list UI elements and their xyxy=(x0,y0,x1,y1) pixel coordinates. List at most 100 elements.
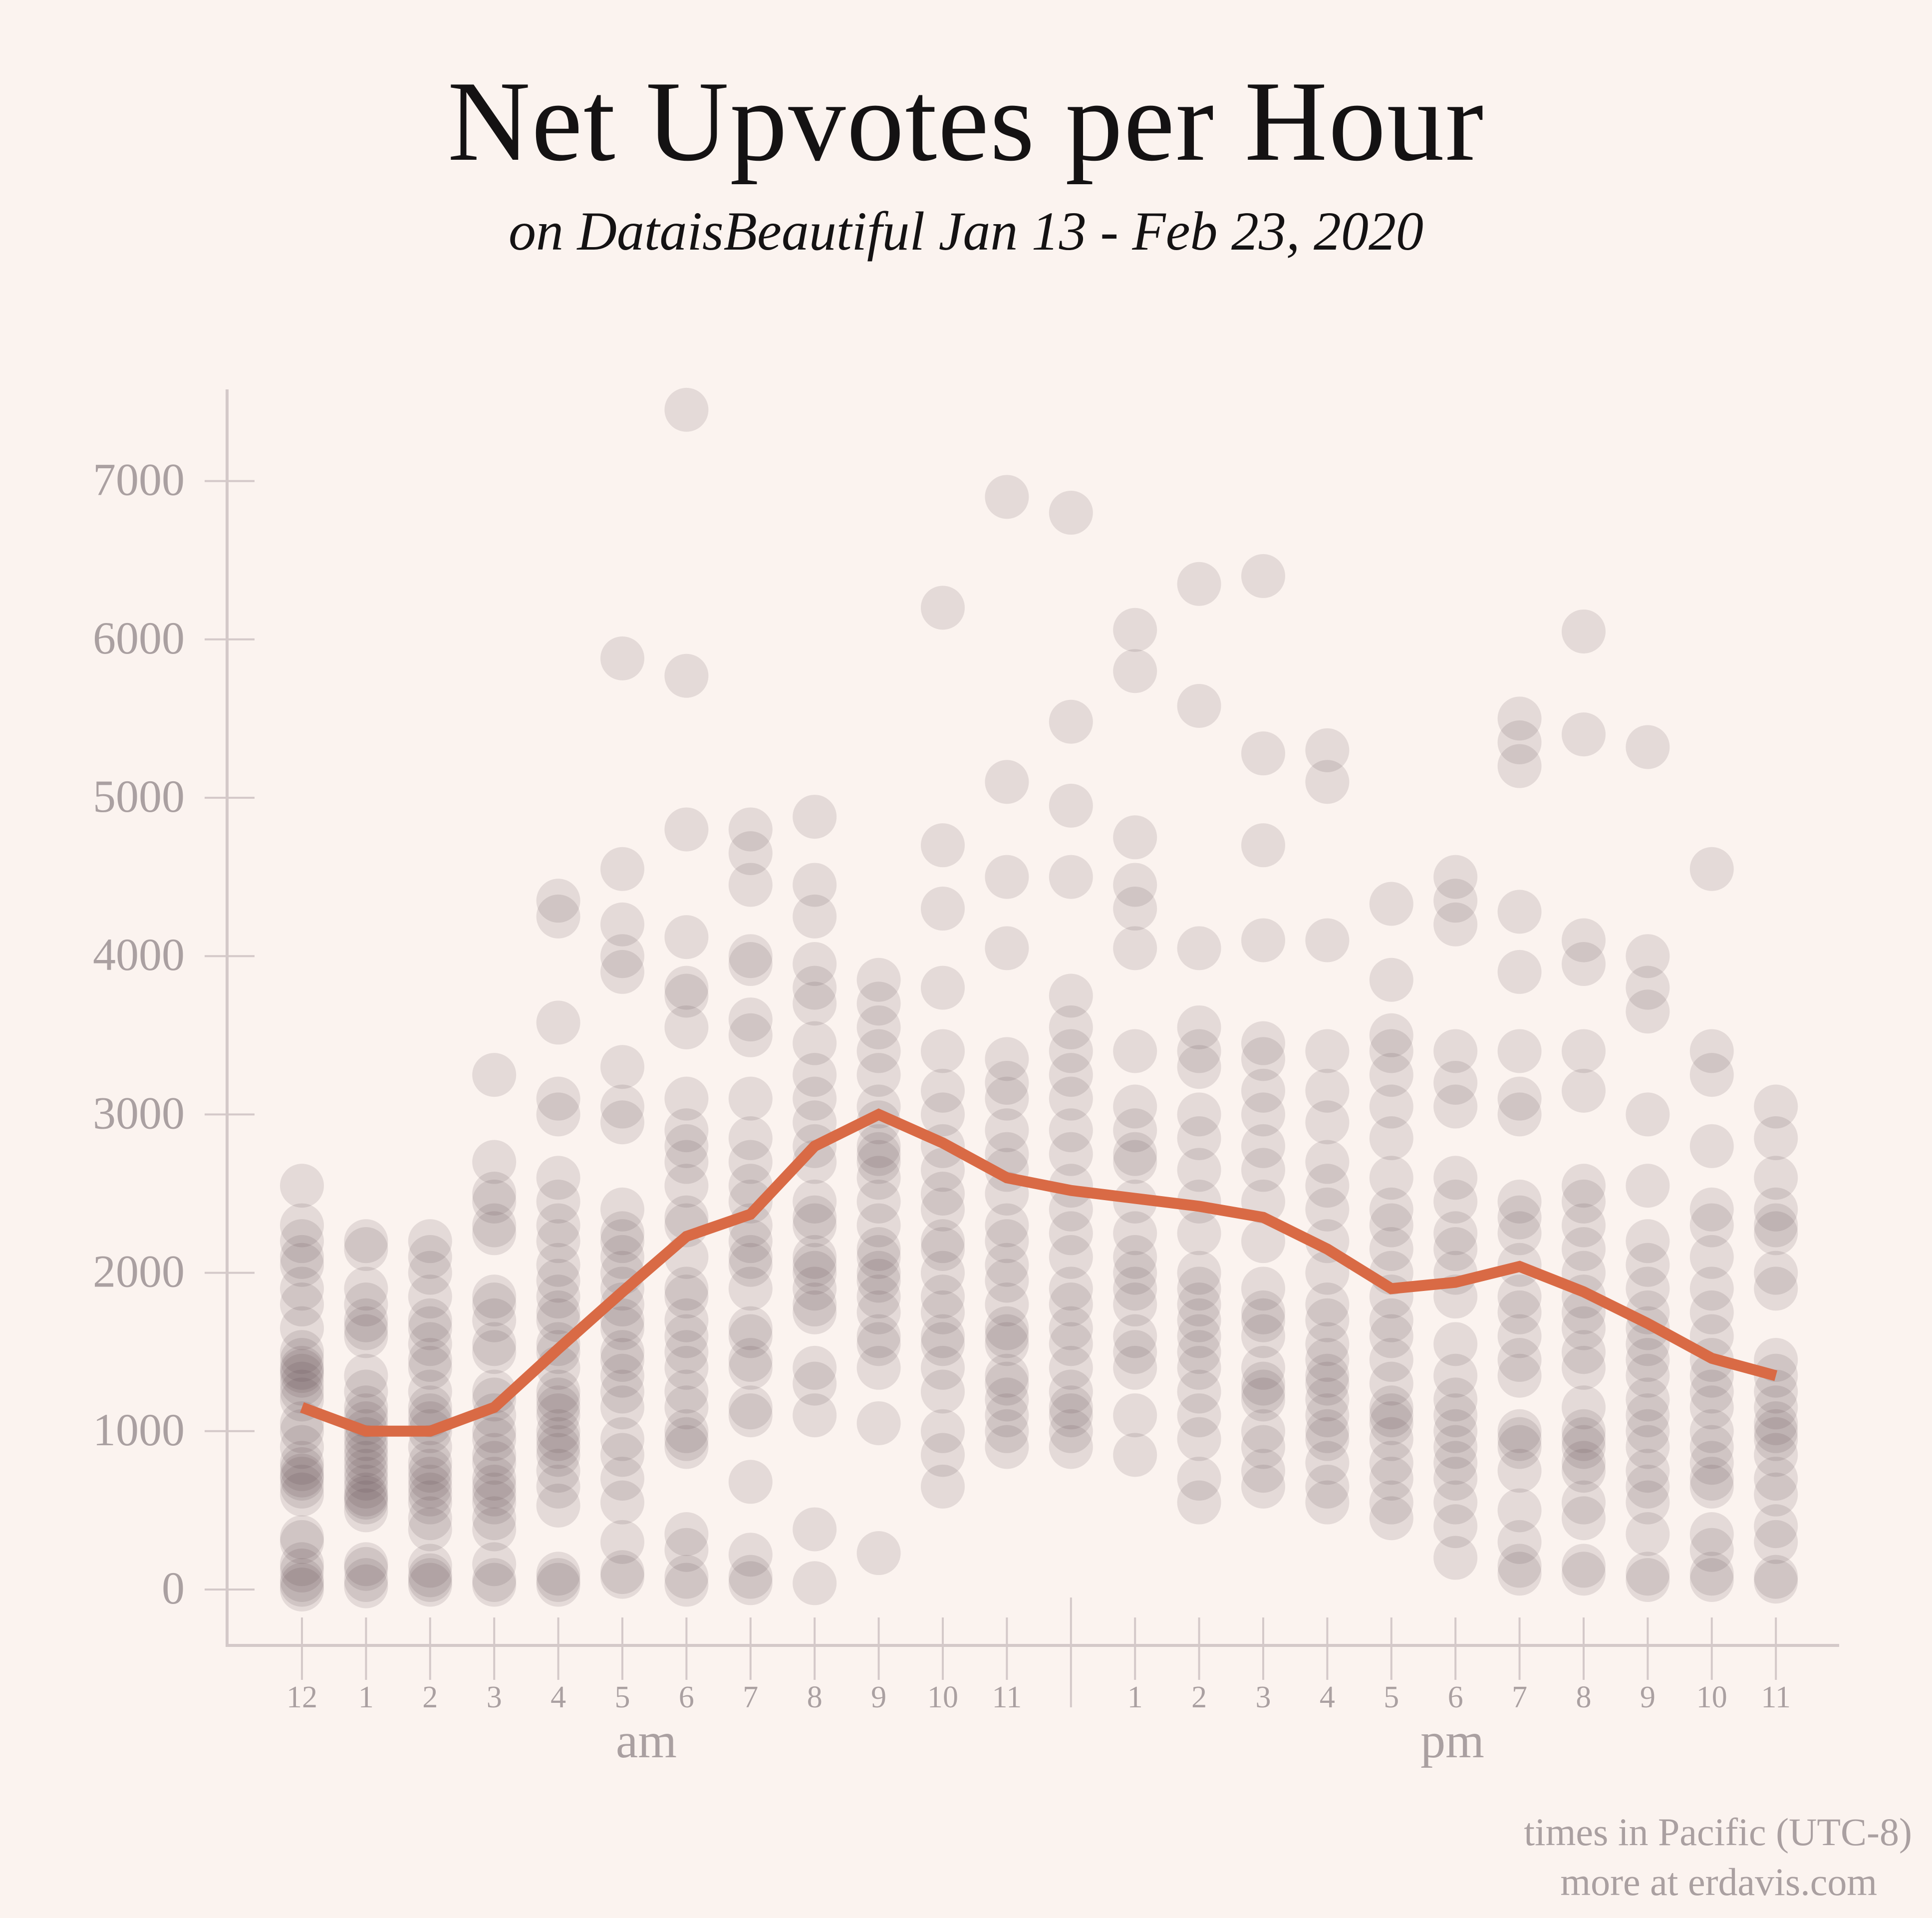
post-dot xyxy=(1177,1092,1221,1137)
x-tick-label: 9 xyxy=(1640,1680,1656,1714)
post-dot xyxy=(856,1179,901,1224)
post-dot xyxy=(408,1219,452,1264)
post-dot xyxy=(1305,1298,1350,1342)
post-dot xyxy=(1497,1409,1542,1453)
post-dot xyxy=(1241,731,1285,776)
post-dot xyxy=(536,1417,580,1461)
post-dot xyxy=(280,1472,324,1517)
post-dot xyxy=(1562,1425,1606,1469)
post-dot xyxy=(1305,1100,1350,1145)
post-dot xyxy=(344,1488,388,1533)
post-dot xyxy=(472,1433,517,1477)
post-dot xyxy=(280,1453,324,1498)
post-dot xyxy=(985,1282,1029,1327)
post-dot xyxy=(1369,1417,1413,1461)
post-dot xyxy=(1626,1267,1670,1311)
post-dot xyxy=(280,1568,324,1611)
post-dot xyxy=(280,1456,324,1501)
post-dot xyxy=(1369,1084,1413,1129)
post-dot xyxy=(921,1275,965,1319)
post-dot xyxy=(1754,1417,1798,1461)
post-dot xyxy=(664,1555,709,1599)
post-dot xyxy=(408,1385,452,1430)
post-dot xyxy=(1113,1433,1157,1477)
post-dot xyxy=(1049,1005,1093,1049)
post-dot xyxy=(1689,1512,1734,1556)
post-dot xyxy=(1433,1353,1478,1398)
post-dot xyxy=(344,1472,388,1517)
post-dot xyxy=(280,1515,324,1560)
post-dot xyxy=(985,1409,1029,1453)
post-dot xyxy=(536,1483,580,1528)
post-dot xyxy=(600,950,644,994)
post-dot xyxy=(1626,1449,1670,1493)
post-dot xyxy=(1305,1441,1350,1485)
post-dot xyxy=(1433,1227,1478,1272)
post-dot xyxy=(1113,1345,1157,1390)
post-dot xyxy=(728,1306,773,1350)
post-dot xyxy=(1433,1156,1478,1200)
post-dot xyxy=(1754,1267,1798,1311)
post-dot xyxy=(1113,1132,1157,1176)
post-dot xyxy=(664,1425,709,1469)
post-dot xyxy=(1562,1306,1606,1350)
post-dot xyxy=(1689,1187,1734,1232)
post-dot xyxy=(1369,1116,1413,1160)
post-dot xyxy=(1241,1290,1285,1334)
post-dot xyxy=(280,1563,324,1607)
post-dot xyxy=(1241,1021,1285,1065)
post-dot xyxy=(793,1345,837,1390)
post-dot xyxy=(728,1561,773,1605)
post-dot xyxy=(728,1267,773,1311)
post-dot xyxy=(664,1108,709,1153)
post-dot xyxy=(408,1558,452,1602)
post-dot xyxy=(1689,1029,1734,1073)
post-dot xyxy=(1562,609,1606,653)
post-dot xyxy=(472,1330,517,1374)
post-dot xyxy=(408,1369,452,1414)
post-dot xyxy=(856,1029,901,1073)
post-dot xyxy=(856,1140,901,1184)
post-dot xyxy=(664,1385,709,1430)
post-dot xyxy=(1177,1417,1221,1461)
post-dot xyxy=(1241,1464,1285,1509)
post-dot xyxy=(1305,1282,1350,1327)
post-dot xyxy=(1433,1179,1478,1224)
post-dot xyxy=(921,1345,965,1390)
post-dot xyxy=(985,475,1029,519)
post-dot xyxy=(536,1425,580,1469)
post-dot xyxy=(664,1076,709,1121)
post-dot xyxy=(1305,1393,1350,1438)
x-tick-label: 11 xyxy=(992,1680,1022,1714)
post-dot xyxy=(921,887,965,931)
post-dot xyxy=(1241,1124,1285,1168)
x-tick-label: 8 xyxy=(1576,1680,1592,1714)
credit-link[interactable]: more at erdavis.com xyxy=(1560,1860,1877,1904)
post-dot xyxy=(728,1533,773,1577)
timezone-note: times in Pacific (UTC-8) xyxy=(1524,1810,1912,1854)
post-dot xyxy=(1626,1512,1670,1556)
post-dot xyxy=(1497,1290,1542,1334)
post-dot xyxy=(1562,1552,1606,1596)
post-dot xyxy=(1305,1464,1350,1509)
post-dot xyxy=(793,1251,837,1295)
x-tick-label: 4 xyxy=(551,1680,566,1714)
post-dot xyxy=(600,1298,644,1342)
post-dot xyxy=(1754,1156,1798,1200)
post-dot xyxy=(472,1140,517,1184)
post-dot xyxy=(1626,1464,1670,1509)
post-dot xyxy=(600,1045,644,1089)
post-dot xyxy=(536,1092,580,1137)
post-dot xyxy=(921,1369,965,1414)
post-dot xyxy=(664,807,709,852)
post-dot xyxy=(1369,1156,1413,1200)
post-dot xyxy=(921,1314,965,1358)
post-dot xyxy=(793,1507,837,1552)
post-dot xyxy=(408,1496,452,1541)
post-dot xyxy=(280,1338,324,1382)
post-dot xyxy=(344,1564,388,1608)
x-tick-label: 10 xyxy=(927,1680,958,1714)
post-dot xyxy=(536,1298,580,1342)
post-dot xyxy=(1177,1393,1221,1438)
post-dot xyxy=(280,1425,324,1469)
